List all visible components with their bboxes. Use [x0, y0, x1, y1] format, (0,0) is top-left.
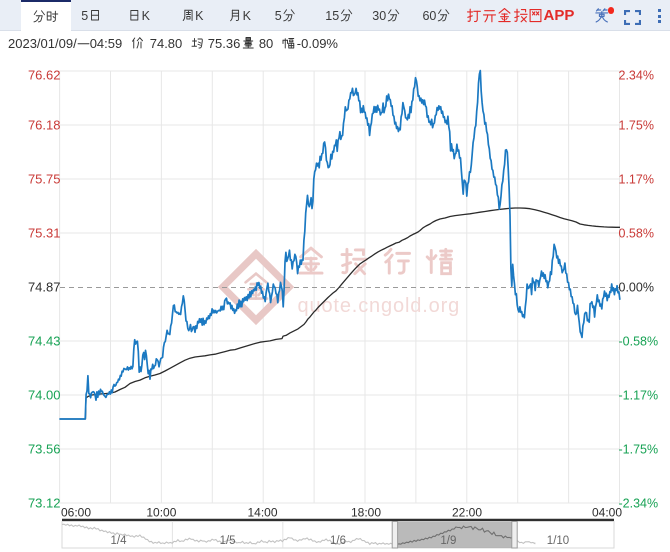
svg-text:1/9: 1/9: [440, 535, 456, 547]
svg-text:06:00: 06:00: [61, 506, 91, 520]
svg-text:10:00: 10:00: [146, 506, 176, 520]
svg-text:0.00%: 0.00%: [619, 280, 654, 294]
svg-text:74.87: 74.87: [28, 280, 61, 295]
svg-text:18:00: 18:00: [351, 506, 381, 520]
svg-text:04:00: 04:00: [592, 506, 622, 520]
svg-text:0.58%: 0.58%: [619, 226, 654, 240]
svg-text:73.12: 73.12: [28, 496, 61, 511]
svg-text:1.75%: 1.75%: [619, 118, 654, 132]
svg-text:74.00: 74.00: [28, 388, 61, 403]
svg-text:76.18: 76.18: [28, 118, 61, 133]
svg-text:74.43: 74.43: [28, 334, 61, 349]
svg-text:-2.34%: -2.34%: [619, 496, 659, 510]
svg-text:14:00: 14:00: [247, 506, 277, 520]
svg-text:1/6: 1/6: [330, 535, 346, 547]
svg-text:2.34%: 2.34%: [619, 69, 654, 83]
svg-text:22:00: 22:00: [452, 506, 482, 520]
svg-text:76.62: 76.62: [28, 68, 61, 83]
svg-text:75.31: 75.31: [28, 226, 61, 241]
svg-text:1/5: 1/5: [220, 535, 236, 547]
svg-text:-1.75%: -1.75%: [619, 442, 659, 456]
svg-text:1/10: 1/10: [547, 535, 569, 547]
svg-text:-1.17%: -1.17%: [619, 388, 659, 402]
svg-text:quote.cngold.org: quote.cngold.org: [298, 295, 461, 317]
svg-text:73.56: 73.56: [28, 442, 61, 457]
svg-text:1/4: 1/4: [111, 535, 128, 547]
svg-text:-0.58%: -0.58%: [619, 334, 659, 348]
svg-text:75.75: 75.75: [28, 172, 61, 187]
svg-text:1.17%: 1.17%: [619, 172, 654, 186]
